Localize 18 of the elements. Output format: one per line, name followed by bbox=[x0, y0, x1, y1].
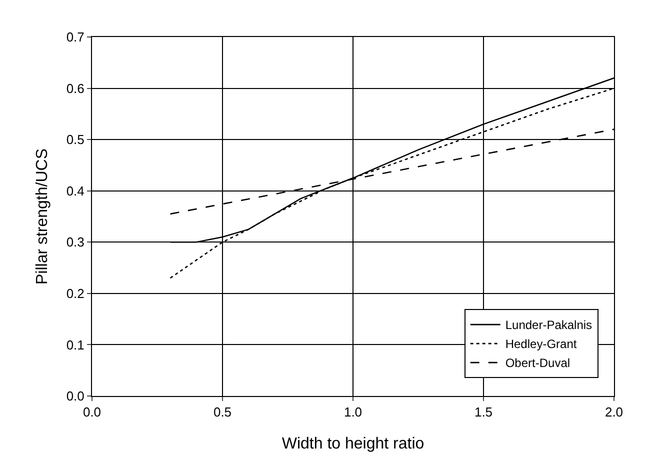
x-axis-title: Width to height ratio bbox=[282, 435, 424, 452]
x-tick-label: 0.5 bbox=[213, 404, 232, 420]
y-tick-label: 0.5 bbox=[66, 132, 84, 148]
y-axis-title: Pillar strength/UCS bbox=[34, 148, 52, 285]
y-tick-label: 0.2 bbox=[66, 286, 84, 301]
y-tick-label: 0.3 bbox=[66, 234, 84, 250]
y-tick-label: 0.1 bbox=[66, 337, 84, 352]
legend-label: Hedley-Grant bbox=[505, 337, 578, 352]
y-tick-label: 0.7 bbox=[66, 30, 84, 45]
legend-label: Obert-Duval bbox=[505, 356, 570, 370]
y-tick-label: 0.4 bbox=[66, 183, 84, 198]
x-tick-label: 1.5 bbox=[474, 404, 493, 420]
x-tick-label: 0.0 bbox=[82, 404, 102, 420]
x-tick-label: 2.0 bbox=[604, 404, 624, 420]
y-tick-label: 0.6 bbox=[66, 80, 84, 96]
x-tick-label: 1.0 bbox=[344, 404, 362, 420]
y-tick-label: 0.0 bbox=[66, 388, 84, 404]
legend-label: Lunder-Pakalnis bbox=[505, 318, 592, 332]
